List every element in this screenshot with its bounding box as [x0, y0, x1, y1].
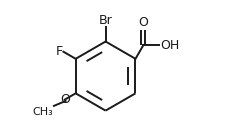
Text: OH: OH [159, 39, 178, 52]
Text: CH₃: CH₃ [32, 107, 53, 117]
Text: Br: Br [98, 14, 112, 27]
Text: F: F [55, 45, 62, 58]
Text: O: O [60, 93, 69, 106]
Text: O: O [138, 17, 148, 30]
